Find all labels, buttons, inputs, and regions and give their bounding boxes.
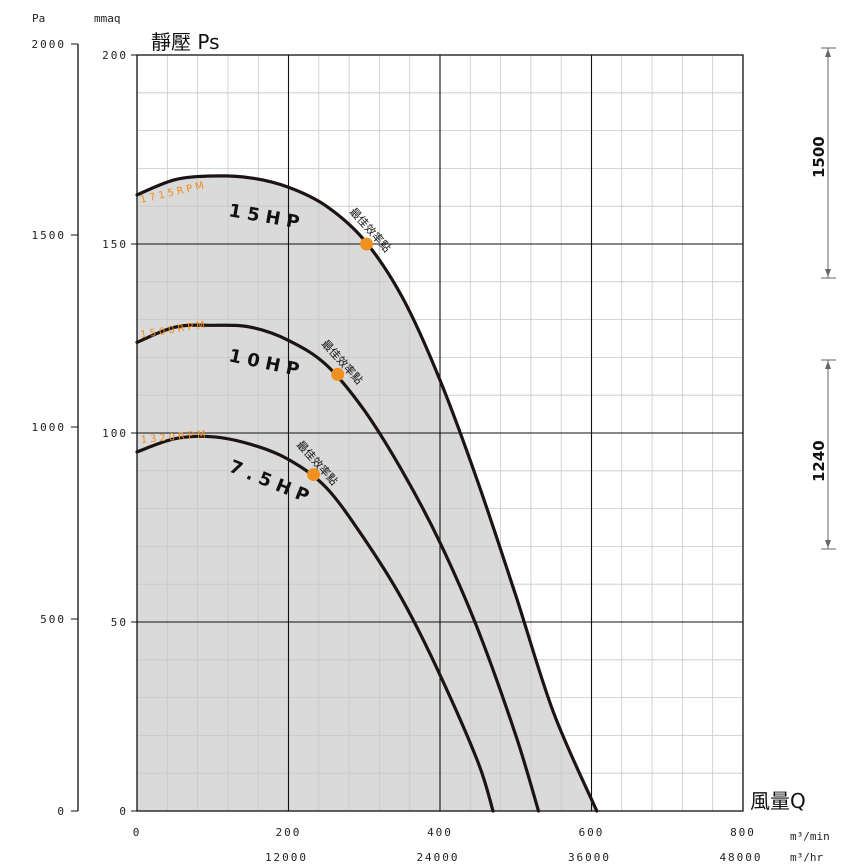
dimension-label-1240: 1240 xyxy=(810,440,828,482)
x-tick-min: 400 xyxy=(427,826,453,839)
y-tick-pa: 1500 xyxy=(32,229,67,242)
x-tick-hr: 12000 xyxy=(265,851,308,864)
operating-area-shade xyxy=(137,175,597,811)
major-grid xyxy=(137,55,743,811)
y-tick-mmaq: 200 xyxy=(102,49,128,62)
y-tick-pa: 2000 xyxy=(32,38,67,51)
best-points xyxy=(306,237,374,482)
chart-title: 靜壓 Ps xyxy=(151,30,220,54)
y-tick-pa: 500 xyxy=(40,613,66,626)
x-tick-min: 0 xyxy=(133,826,142,839)
dimension-1240: 1240 xyxy=(810,359,836,550)
series-line-10hp xyxy=(135,323,541,813)
x-tick-hr: 36000 xyxy=(568,851,611,864)
best-point-15hp xyxy=(360,237,374,251)
y-tick-mmaq: 50 xyxy=(111,616,128,629)
y-tick-mmaq: 100 xyxy=(102,427,128,440)
x-axis-title: 風量Q xyxy=(750,789,806,813)
series-line-15hp xyxy=(135,174,599,813)
y-tick-pa: 1000 xyxy=(32,421,67,434)
best-point-7.5hp xyxy=(306,468,320,482)
dimension-label-1500: 1500 xyxy=(810,136,828,178)
x-unit-min-label: m³/min xyxy=(790,830,830,843)
curves xyxy=(135,174,599,813)
y-tick-mmaq: 0 xyxy=(119,805,128,818)
x-tick-hr: 24000 xyxy=(416,851,459,864)
series-line-7.5hp xyxy=(135,434,495,813)
x-unit-hr-label: m³/hr xyxy=(790,851,823,864)
x-tick-min: 800 xyxy=(730,826,756,839)
x-tick-min: 200 xyxy=(276,826,302,839)
pa-unit-label: Pa xyxy=(32,12,45,25)
dimension-1500: 1500 xyxy=(810,47,836,279)
best-point-10hp xyxy=(331,367,345,381)
x-tick-hr: 48000 xyxy=(719,851,762,864)
mmaq-unit-label: mmaq xyxy=(94,12,121,25)
y-tick-pa: 0 xyxy=(57,805,66,818)
y-tick-mmaq: 150 xyxy=(102,238,128,251)
x-tick-min: 600 xyxy=(579,826,605,839)
